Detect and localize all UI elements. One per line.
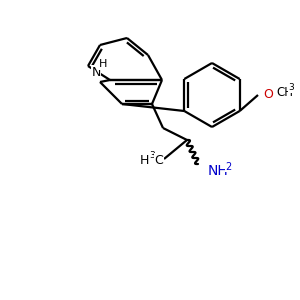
Text: H: H — [99, 59, 107, 69]
Text: CH: CH — [276, 86, 293, 100]
Text: N: N — [91, 65, 101, 79]
Text: H: H — [139, 154, 149, 167]
Text: NH: NH — [208, 164, 229, 178]
Text: 3: 3 — [149, 151, 155, 160]
Text: 3: 3 — [288, 83, 294, 92]
Text: C: C — [154, 154, 164, 166]
Text: O: O — [263, 88, 273, 101]
Text: 2: 2 — [225, 162, 231, 172]
